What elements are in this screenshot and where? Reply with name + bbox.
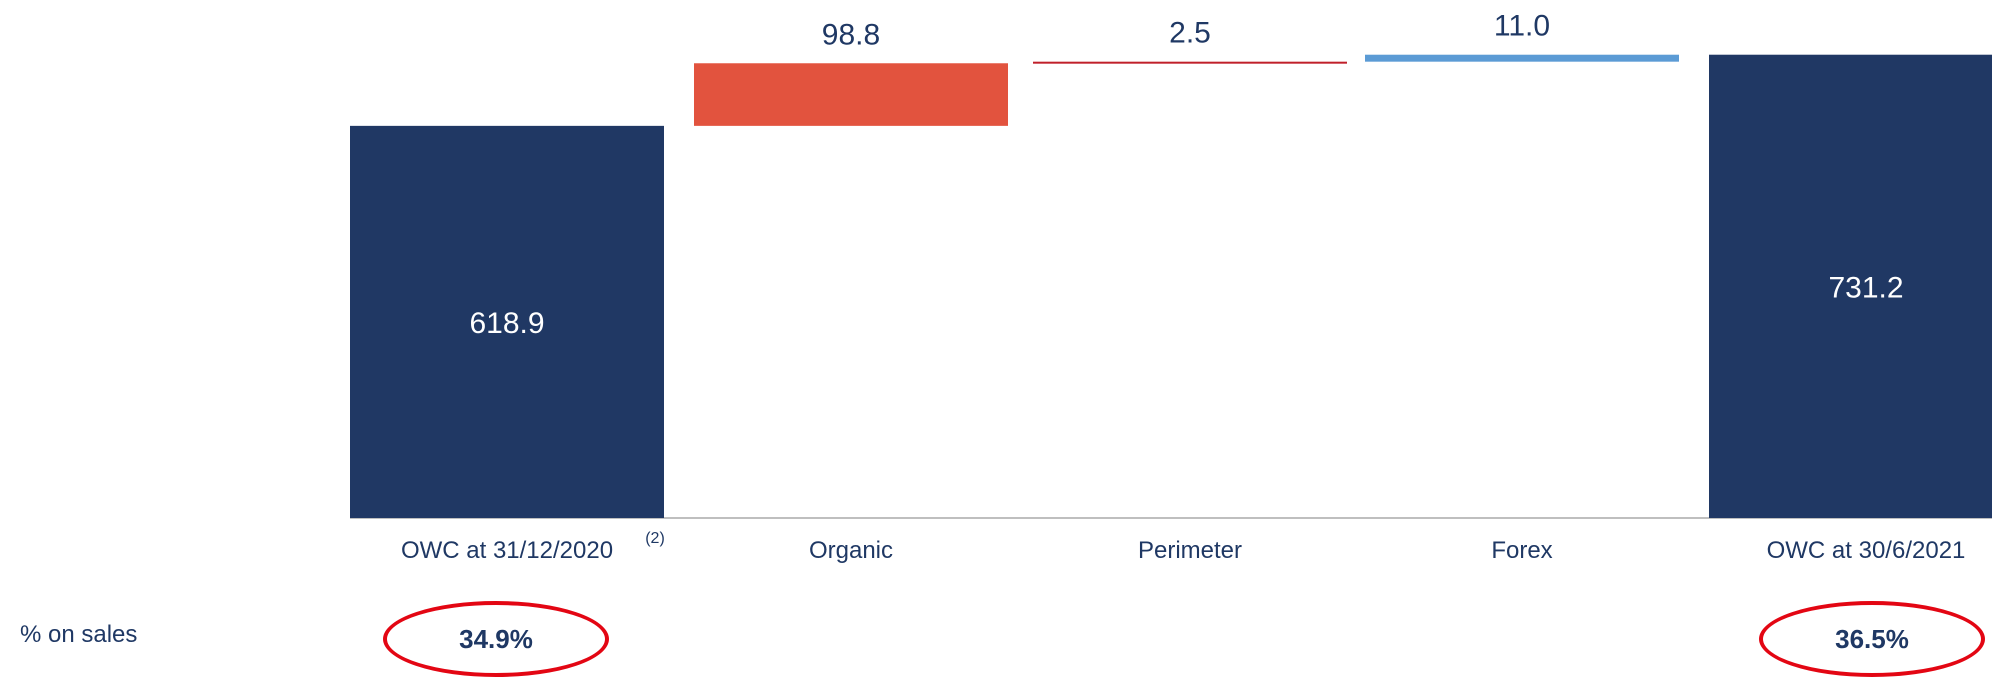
category-label-group: OWC at 31/12/2020 (2) Organic Perimeter Fore… — [401, 530, 1965, 564]
tick-label-forex: Forex — [1491, 537, 1552, 564]
bar-group — [350, 54, 1992, 519]
bar-owc-2021 — [1709, 54, 1992, 519]
bar-forex — [1365, 54, 1679, 62]
footnote-marker: (2) — [645, 530, 665, 547]
value-label-perimeter: 2.5 — [1169, 17, 1211, 50]
value-label-owc-2020: 618.9 — [469, 307, 544, 340]
value-label-owc-2021: 731.2 — [1828, 271, 1903, 304]
tick-label-owc-2020: OWC at 31/12/2020 — [401, 537, 613, 564]
tick-label-organic: Organic — [809, 537, 893, 564]
value-label-organic: 98.8 — [822, 18, 880, 51]
tick-label-owc-2021: OWC at 30/6/2021 — [1767, 537, 1966, 564]
percent-on-sales-start-badge: 34.9% — [383, 601, 609, 677]
tick-label-perimeter: Perimeter — [1138, 537, 1242, 564]
bar-perimeter — [1033, 61, 1347, 64]
value-label-forex: 11.0 — [1494, 10, 1550, 43]
bar-organic — [694, 63, 1008, 126]
bar-owc-2020 — [350, 125, 664, 518]
percent-on-sales-label: % on sales — [20, 621, 138, 648]
value-label-group: 618.9 98.8 2.5 11.0 731.2 — [469, 10, 1903, 340]
percent-on-sales-end-badge: 36.5% — [1759, 601, 1985, 677]
